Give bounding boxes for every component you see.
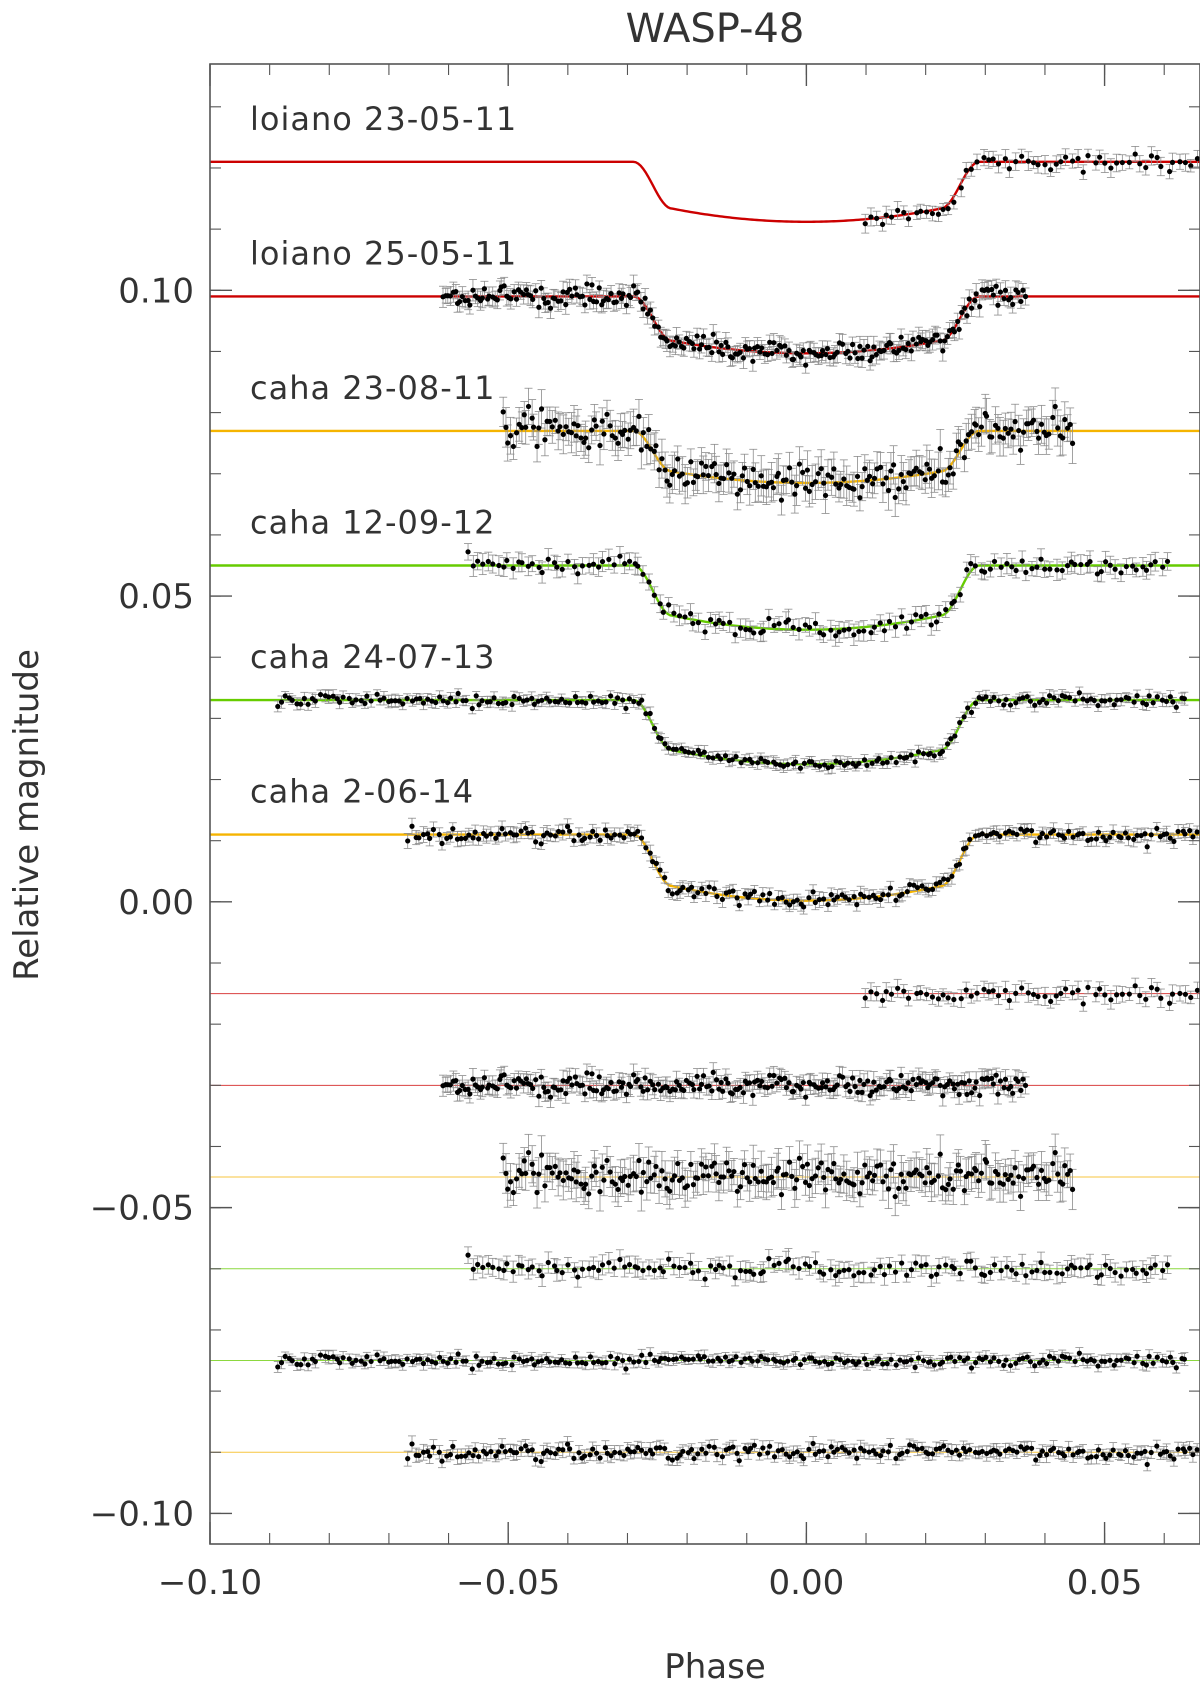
error-bars bbox=[273, 146, 1200, 1472]
model-curve-1 bbox=[210, 295, 1200, 355]
y-axis-label: Relative magnitude bbox=[7, 649, 47, 981]
model-curve-5 bbox=[210, 833, 1200, 902]
chart-title: WASP-48 bbox=[626, 6, 805, 52]
x-axis-label: Phase bbox=[664, 1647, 766, 1682]
model-curve-3 bbox=[210, 564, 1200, 631]
